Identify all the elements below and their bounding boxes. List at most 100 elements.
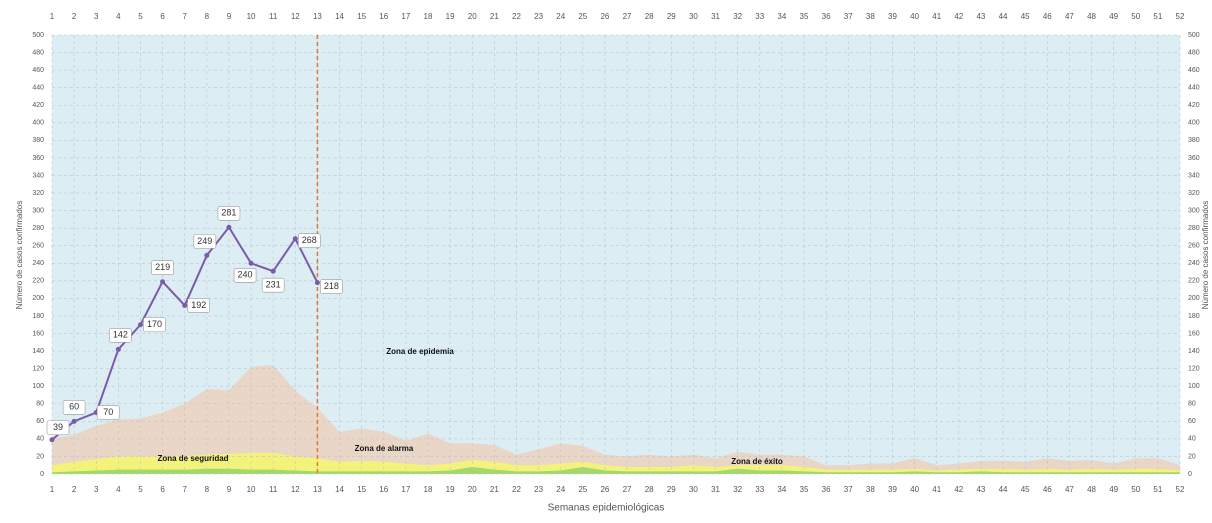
x-tick-label: 42 [954,485,963,494]
y-tick-label: 20 [1188,453,1196,460]
data-label: 142 [113,330,128,340]
zone-area [52,365,1180,474]
data-label-box [217,205,241,221]
y-tick-label: 40 [1188,436,1196,443]
x-tick-label: 6 [160,485,165,494]
x-tick-label: 16 [379,12,388,21]
y-axis-title: Número de casos confirmados [15,201,24,310]
x-tick-label: 36 [822,12,831,21]
x-tick-label: 36 [822,485,831,494]
x-tick-label: 31 [711,485,720,494]
x-tick-label: 51 [1153,12,1162,21]
x-tick-label: 39 [888,485,897,494]
x-tick-label: 23 [534,12,543,21]
y-tick-label: 120 [1188,365,1200,372]
x-tick-label: 35 [800,12,809,21]
data-point [204,252,210,258]
x-tick-label: 18 [424,12,433,21]
zone-area [52,452,1180,474]
zone-area [52,466,1180,474]
x-tick-label: 52 [1176,485,1185,494]
data-label: 268 [302,235,317,245]
y-tick-label: 280 [32,225,44,232]
y-tick-label: 360 [32,155,44,162]
x-tick-label: 44 [999,485,1008,494]
y-tick-label: 80 [36,401,44,408]
data-label-box [261,277,285,293]
y-tick-label: 140 [1188,348,1200,355]
x-axis-title: Semanas epidemiológicas [548,503,665,514]
x-tick-label: 16 [379,485,388,494]
x-tick-label: 13 [313,12,322,21]
x-tick-label: 5 [138,12,143,21]
x-tick-label: 49 [1109,12,1118,21]
data-label-box [143,317,166,333]
x-tick-label: 38 [866,485,875,494]
x-tick-label: 31 [711,12,720,21]
x-tick-label: 41 [932,485,941,494]
x-tick-label: 10 [247,485,256,494]
x-tick-label: 15 [357,12,366,21]
x-tick-label: 12 [291,12,300,21]
x-tick-label: 8 [205,12,210,21]
y-tick-label: 420 [1188,102,1200,109]
y-tick-label: 300 [32,207,44,214]
x-tick-label: 4 [116,485,121,494]
data-point [49,437,55,443]
y-tick-label: 500 [32,32,44,39]
data-label: 218 [324,281,339,291]
x-tick-label: 11 [269,485,278,494]
data-point [137,322,143,328]
data-label: 281 [221,208,236,218]
x-tick-label: 52 [1176,12,1185,21]
x-tick-label: 29 [667,485,676,494]
y-tick-label: 260 [32,243,44,250]
data-label: 170 [147,319,162,329]
data-label: 70 [103,407,113,417]
data-point [71,418,77,424]
y-tick-label: 420 [32,102,44,109]
y-tick-label: 80 [1188,401,1196,408]
x-tick-label: 47 [1065,12,1074,21]
x-tick-label: 9 [227,12,232,21]
data-point [270,268,276,274]
data-point [248,260,254,266]
x-tick-label: 7 [182,12,187,21]
data-label-box [297,233,321,248]
x-tick-label: 43 [976,12,985,21]
x-tick-label: 24 [556,485,565,494]
x-tick-label: 9 [227,485,232,494]
data-label-box [46,420,70,436]
y-tick-label: 480 [32,49,44,56]
x-tick-label: 51 [1153,485,1162,494]
x-tick-label: 34 [777,485,786,494]
x-tick-label: 38 [866,12,875,21]
x-tick-label: 20 [468,485,477,494]
x-tick-label: 19 [446,12,455,21]
x-tick-label: 6 [160,12,165,21]
x-tick-label: 17 [401,12,410,21]
x-tick-label: 25 [578,485,587,494]
data-point [115,346,121,352]
x-tick-label: 42 [954,12,963,21]
x-tick-label: 48 [1087,485,1096,494]
x-tick-label: 43 [976,485,985,494]
x-tick-label: 3 [94,12,99,21]
y-tick-label: 180 [32,313,44,320]
x-tick-label: 4 [116,12,121,21]
y-tick-label: 0 [40,471,44,478]
x-tick-label: 39 [888,12,897,21]
x-tick-label: 26 [600,485,609,494]
x-tick-label: 28 [645,12,654,21]
x-tick-label: 1 [50,12,55,21]
data-point [160,279,166,285]
data-label: 39 [53,422,63,432]
x-tick-label: 41 [932,12,941,21]
data-label-box [109,328,132,343]
zone-label: Zona de alarma [355,444,414,453]
x-tick-label: 27 [623,485,632,494]
y-tick-label: 320 [32,190,44,197]
x-tick-label: 44 [999,12,1008,21]
x-tick-label: 5 [138,485,143,494]
